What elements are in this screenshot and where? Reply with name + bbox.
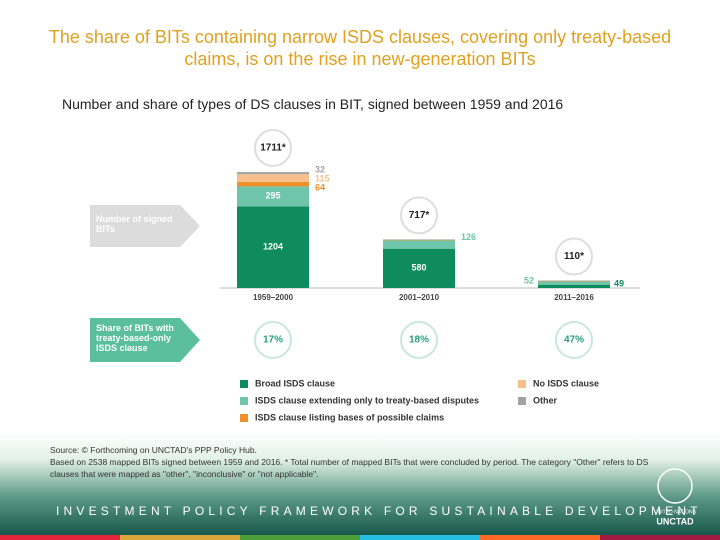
strip [0, 535, 120, 540]
org-small: UNITED NATIONS [654, 509, 697, 515]
legend-swatch [518, 380, 526, 388]
total-label: 717* [409, 210, 430, 221]
note: Based on 2538 mapped BITs signed between… [50, 457, 649, 479]
bar-segment [237, 186, 309, 207]
subtitle-box: Number and share of types of DS clauses … [62, 96, 564, 112]
title-box: The share of BITs containing narrow ISDS… [48, 27, 672, 69]
legend-swatch [240, 397, 248, 405]
data-label: 49 [614, 279, 624, 289]
legend-swatch [518, 397, 526, 405]
share-circle [400, 321, 438, 359]
share-label: 18% [409, 335, 429, 346]
chart-subtitle: Number and share of types of DS clauses … [62, 96, 564, 112]
bar-segment [538, 284, 610, 288]
strip [360, 535, 480, 540]
data-label: 32 [315, 164, 325, 174]
data-label: 52 [524, 275, 534, 285]
bar-segment [383, 239, 455, 241]
strip [120, 535, 240, 540]
data-label: 580 [411, 263, 426, 273]
strip [480, 535, 600, 540]
source: Source: © Forthcoming on UNCTAD's PPP Po… [50, 445, 257, 455]
bar-segment [383, 239, 455, 240]
legend-label: No ISDS clause [533, 378, 599, 388]
legend-label: ISDS clause extending only to treaty-bas… [255, 395, 479, 405]
data-label: 295 [265, 191, 280, 201]
share-label: 17% [263, 335, 283, 346]
org: UNCTAD [656, 516, 694, 526]
share-label: 47% [564, 335, 584, 346]
total-circle [555, 237, 593, 276]
legend-swatch [240, 414, 248, 422]
bar-segment [383, 248, 455, 288]
total-circle [254, 129, 292, 167]
shares-label-box: Share of BITs with treaty-based-only ISD… [96, 323, 174, 353]
strip [240, 535, 360, 540]
bar-segment [237, 174, 309, 183]
bar-segment [237, 172, 309, 175]
bar-segment [383, 240, 455, 249]
total-label: 1711* [260, 143, 286, 154]
source-wrap: Source: © Forthcoming on UNCTAD's PPP Po… [50, 444, 660, 480]
shares-label: Share of BITs with treaty-based-only ISD… [96, 323, 174, 353]
x-tick-label: 1959–2000 [253, 293, 294, 302]
chart-title: The share of BITs containing narrow ISDS… [48, 27, 672, 69]
banner: INVESTMENT POLICY FRAMEWORK FOR SUSTAINA… [56, 504, 702, 518]
total-circle [400, 196, 438, 235]
share-circle [555, 321, 593, 359]
share-circle [254, 321, 292, 359]
data-label: 1204 [263, 242, 283, 252]
totals-label: Number of signed BITs [96, 214, 173, 234]
color-strip [0, 535, 720, 540]
source-box: Source: © Forthcoming on UNCTAD's PPP Po… [50, 444, 660, 480]
bar-segment [237, 182, 309, 187]
footer-band [0, 432, 720, 540]
bar-segment [237, 206, 309, 288]
shares-arrow [90, 318, 200, 362]
x-tick-label: 2011–2016 [554, 293, 594, 302]
totals-label-box: Number of signed BITs [96, 214, 173, 234]
x-tick-label: 2001–2010 [399, 293, 440, 302]
bar-segment [538, 280, 610, 282]
un-logo [657, 468, 693, 504]
total-label: 110* [564, 251, 584, 262]
strip [600, 535, 720, 540]
data-label: 126 [461, 232, 476, 242]
totals-arrow [90, 205, 200, 247]
legend-label: ISDS clause listing bases of possible cl… [255, 412, 444, 422]
data-label: 115 [315, 173, 330, 183]
bar-segment [538, 281, 610, 285]
legend-label: Broad ISDS clause [255, 378, 335, 388]
legend-swatch [240, 380, 248, 388]
data-label: 64 [315, 182, 325, 192]
bar-segment [538, 281, 610, 282]
legend-label: Other [533, 395, 558, 405]
